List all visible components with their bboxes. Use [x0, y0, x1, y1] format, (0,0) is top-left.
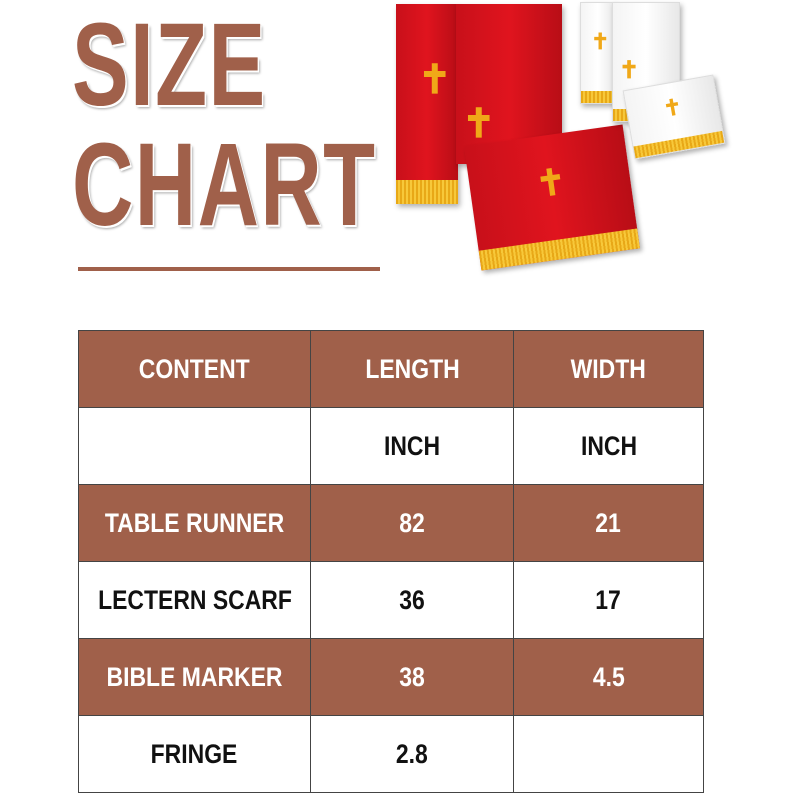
cell: 2.8 — [310, 715, 514, 793]
title-line-1: SIZE — [72, 0, 267, 131]
header-length: LENGTH — [310, 330, 514, 408]
title-line-2: CHART — [72, 119, 377, 251]
header-content: CONTENT — [78, 330, 311, 408]
cell: 21 — [513, 484, 704, 562]
cell: 36 — [310, 561, 514, 639]
cross-icon: ✝ — [619, 57, 640, 84]
cell: 82 — [310, 484, 514, 562]
table-row: BIBLE MARKER 38 4.5 — [78, 638, 704, 716]
cell: LECTERN SCARF — [78, 561, 311, 639]
cross-icon: ✝ — [462, 102, 496, 146]
cell — [513, 715, 704, 793]
cell: FRINGE — [78, 715, 311, 793]
cross-icon: ✝ — [533, 160, 569, 205]
table-row: TABLE RUNNER 82 21 — [78, 484, 704, 562]
cross-icon: ✝ — [661, 93, 684, 122]
cross-icon: ✝ — [591, 29, 610, 54]
table-row-units: INCH INCH — [78, 407, 704, 485]
cell: INCH — [513, 407, 704, 485]
bible-marker-red: ✝ — [464, 124, 640, 271]
header-width: WIDTH — [513, 330, 704, 408]
bible-marker-white: ✝ — [622, 74, 726, 160]
cell: INCH — [310, 407, 514, 485]
table-row: FRINGE 2.8 — [78, 715, 704, 793]
table-row: LECTERN SCARF 36 17 — [78, 561, 704, 639]
cell — [78, 407, 311, 485]
table-runner-white: ✝ — [580, 2, 616, 104]
cross-icon: ✝ — [418, 58, 452, 102]
cell: 38 — [310, 638, 514, 716]
title-underline — [78, 267, 380, 271]
cell: TABLE RUNNER — [78, 484, 311, 562]
cell: 17 — [513, 561, 704, 639]
table-runner-red: ✝ — [396, 4, 458, 204]
size-table: CONTENT LENGTH WIDTH INCH INCH TABLE RUN… — [78, 330, 704, 793]
table-header-row: CONTENT LENGTH WIDTH — [78, 330, 704, 408]
cell: BIBLE MARKER — [78, 638, 311, 716]
cell: 4.5 — [513, 638, 704, 716]
